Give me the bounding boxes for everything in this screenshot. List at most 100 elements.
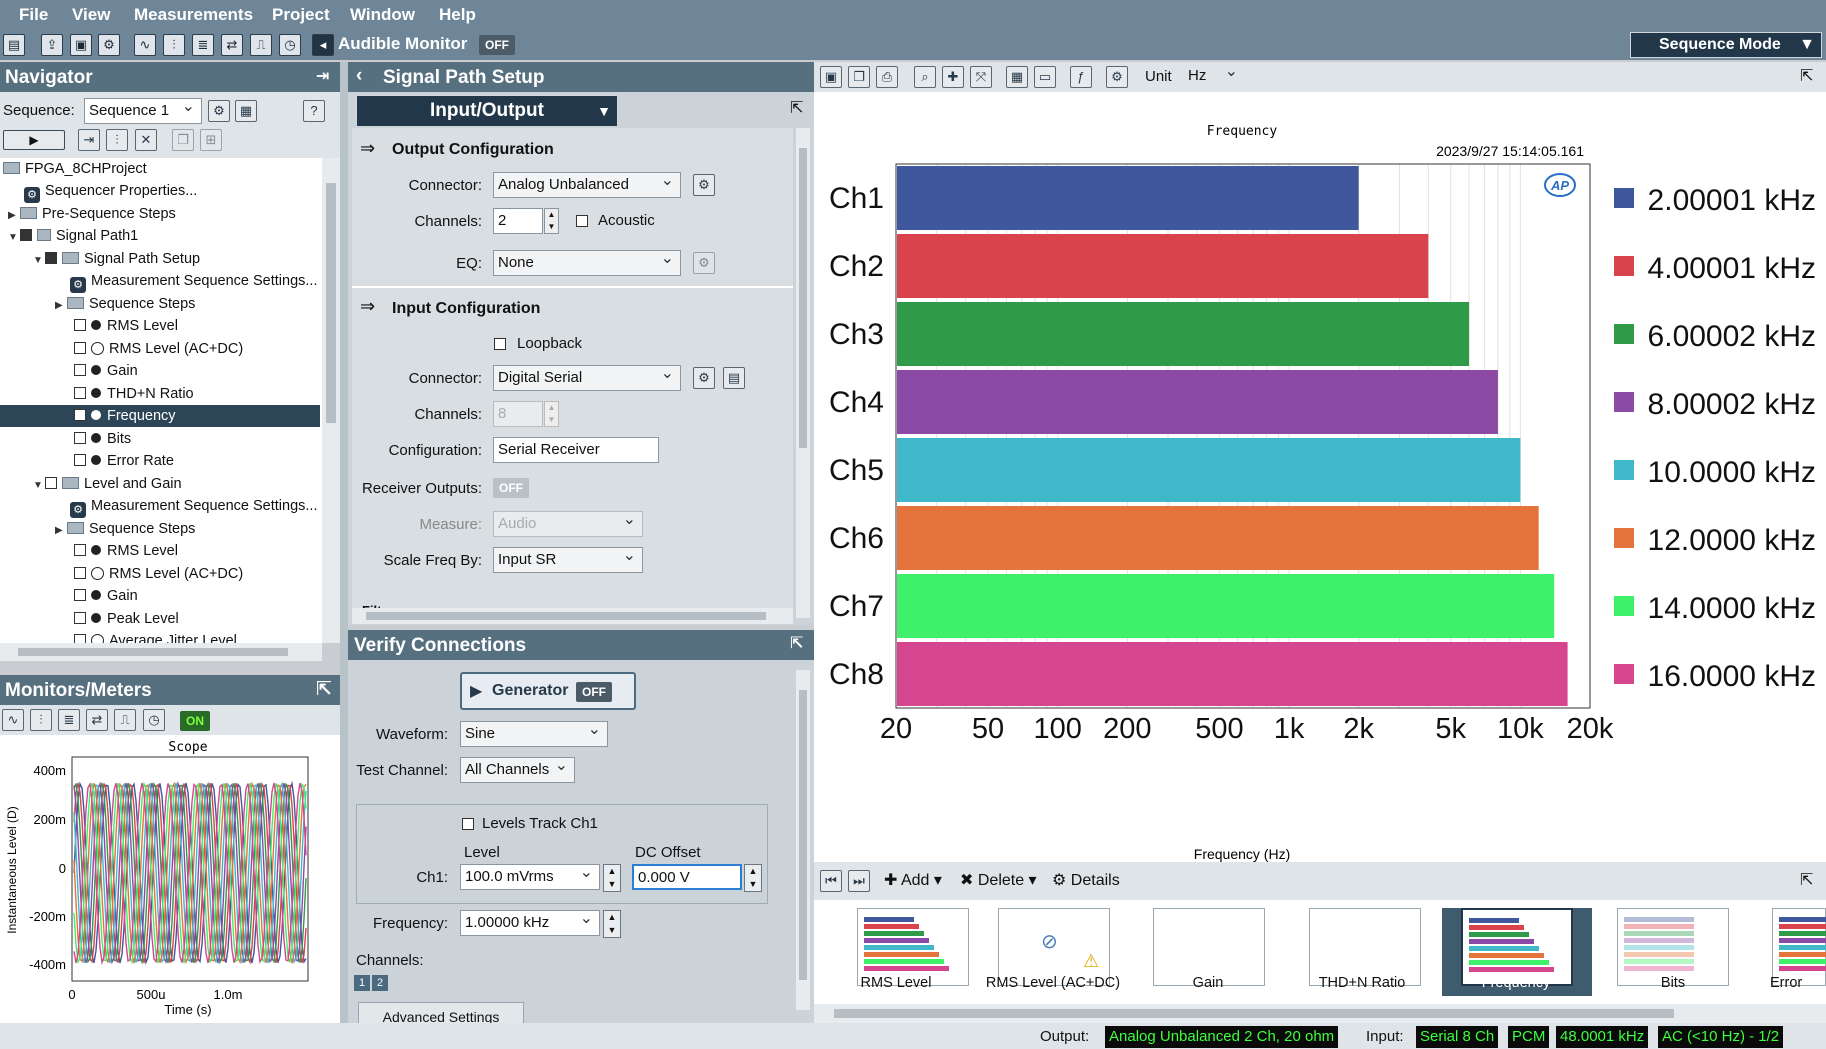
thumb-rms-level[interactable] bbox=[857, 908, 969, 986]
dc-offset-input[interactable]: 0.000 V bbox=[632, 864, 742, 890]
menu-help[interactable]: Help bbox=[439, 5, 476, 24]
tree-item-rms-level-2[interactable]: RMS Level bbox=[74, 540, 178, 562]
save-icon[interactable]: ▣ bbox=[70, 34, 92, 56]
pin-panel-icon[interactable]: ⇥ bbox=[316, 68, 330, 85]
bar-ch5[interactable] bbox=[897, 438, 1521, 502]
in-connector-select[interactable]: Digital Serial bbox=[493, 365, 681, 391]
dc-offset-stepper[interactable]: ▲ ▼ bbox=[744, 864, 762, 892]
tree-item-sequencer-properties[interactable]: ⚙ Sequencer Properties... bbox=[24, 180, 197, 203]
checkbox[interactable] bbox=[74, 319, 86, 331]
configuration-input[interactable]: Serial Receiver bbox=[493, 437, 659, 463]
out-channels-input[interactable]: 2 bbox=[493, 208, 543, 234]
thumbs-scrollbar[interactable] bbox=[814, 1004, 1826, 1023]
last-result-icon[interactable]: ⏭ bbox=[848, 870, 870, 892]
popout-icon[interactable]: ⇱ bbox=[1800, 68, 1814, 85]
tree-item-project[interactable]: FPGA_8CHProject bbox=[3, 158, 147, 180]
delete-result-button[interactable]: ✖ Delete ▾ bbox=[960, 872, 1037, 889]
collapse-arrow-icon[interactable]: ▼ bbox=[33, 255, 43, 266]
panel-splitter[interactable] bbox=[340, 62, 348, 1023]
tree-item-signal-path1[interactable]: ▼ Signal Path1 bbox=[8, 225, 138, 247]
menu-project[interactable]: Project bbox=[272, 5, 330, 24]
acoustic-checkbox[interactable] bbox=[576, 215, 588, 227]
clear-icon[interactable]: ✕ bbox=[135, 129, 157, 151]
level-input[interactable]: 100.0 mVrms bbox=[460, 864, 600, 890]
tree-item-peak-level[interactable]: Peak Level bbox=[74, 608, 179, 630]
open-file-icon[interactable]: ⇪ bbox=[41, 34, 63, 56]
checkbox[interactable] bbox=[74, 567, 86, 579]
checkbox[interactable] bbox=[74, 387, 86, 399]
tree-vertical-scrollbar[interactable] bbox=[322, 158, 340, 643]
frequency-stepper[interactable]: ▲ ▼ bbox=[603, 910, 621, 938]
paste-icon[interactable]: ⊞ bbox=[200, 129, 222, 151]
generator-button[interactable]: ▶ Generator OFF bbox=[460, 672, 636, 710]
bar-ch6[interactable] bbox=[897, 506, 1539, 570]
menu-window[interactable]: Window bbox=[350, 5, 415, 24]
checkbox[interactable] bbox=[74, 342, 86, 354]
thumb-bits[interactable] bbox=[1617, 908, 1729, 986]
step-icon[interactable]: ⇥ bbox=[78, 129, 100, 151]
channel-1-button[interactable]: 1 bbox=[354, 975, 370, 991]
advanced-settings-button[interactable]: Advanced Settings bbox=[358, 1002, 524, 1023]
waveform-select[interactable]: Sine bbox=[460, 721, 608, 747]
clock-icon[interactable]: ◷ bbox=[279, 34, 301, 56]
tree-item-pre-sequence[interactable]: ▶ Pre-Sequence Steps bbox=[8, 203, 176, 225]
menu-view[interactable]: View bbox=[72, 5, 111, 24]
frequency-input[interactable]: 1.00000 kHz bbox=[460, 910, 600, 936]
levels-track-checkbox[interactable] bbox=[462, 818, 474, 830]
sequence-properties-icon[interactable]: ▦ bbox=[235, 100, 257, 122]
graph-copy-icon[interactable]: ❐ bbox=[848, 66, 870, 88]
meters-icon[interactable]: ≣ bbox=[192, 34, 214, 56]
checkbox[interactable] bbox=[45, 477, 57, 489]
bar-ch1[interactable] bbox=[897, 166, 1359, 230]
sequence-settings-icon[interactable]: ⚙ bbox=[208, 100, 230, 122]
clock-icon[interactable]: ◷ bbox=[143, 709, 165, 731]
pulse-icon[interactable]: ⎍ bbox=[114, 709, 136, 731]
scope-icon[interactable]: ∿ bbox=[134, 34, 156, 56]
collapse-panel-icon[interactable]: ⇱ bbox=[1800, 872, 1814, 889]
channel-2-button[interactable]: 2 bbox=[372, 975, 388, 991]
thumb-gain[interactable] bbox=[1153, 908, 1265, 986]
tree-item-level-and-gain[interactable]: ▼ Level and Gain bbox=[33, 473, 182, 495]
collapse-panel-icon[interactable]: ⇱ bbox=[790, 635, 804, 652]
thumb-rms-acdc[interactable]: ⊘ ⚠ bbox=[998, 908, 1110, 986]
test-channel-select[interactable]: All Channels bbox=[460, 757, 575, 783]
sequence-select[interactable]: Sequence 1 bbox=[84, 98, 202, 124]
pulse-icon[interactable]: ⎍ bbox=[250, 34, 272, 56]
checkbox[interactable] bbox=[74, 364, 86, 376]
back-chevron-icon[interactable]: ‹ bbox=[356, 65, 363, 86]
bar-ch4[interactable] bbox=[897, 370, 1498, 434]
bar-ch2[interactable] bbox=[897, 234, 1429, 298]
tree-item-rms-level-acdc-2[interactable]: RMS Level (AC+DC) bbox=[74, 563, 243, 585]
in-channels-stepper[interactable]: ▲ ▼ bbox=[544, 401, 559, 427]
tree-item-rms-level[interactable]: RMS Level bbox=[74, 315, 178, 337]
pan-icon[interactable]: ✚ bbox=[942, 66, 964, 88]
tree-item-gain-2[interactable]: Gain bbox=[74, 585, 138, 607]
menu-file[interactable]: File bbox=[19, 5, 49, 24]
in-connector-info-icon[interactable]: ▤ bbox=[723, 367, 745, 389]
tree-item-rms-level-acdc[interactable]: RMS Level (AC+DC) bbox=[74, 338, 243, 360]
add-result-button[interactable]: ✚ Add ▾ bbox=[884, 872, 942, 889]
fft-icon[interactable]: ⫶ bbox=[30, 709, 52, 731]
collapse-arrow-icon[interactable]: ▼ bbox=[8, 232, 18, 243]
tree-item-thdn-ratio[interactable]: THD+N Ratio bbox=[74, 383, 194, 405]
popout-icon[interactable]: ⇱ bbox=[316, 679, 332, 700]
monitors-on-toggle[interactable]: ON bbox=[180, 711, 210, 731]
tree-item-measurement-settings-2[interactable]: ⚙ Measurement Sequence Settings... bbox=[70, 495, 318, 518]
copy-icon[interactable]: ❐ bbox=[172, 129, 194, 151]
thumb-error[interactable] bbox=[1772, 908, 1826, 986]
graph-settings-icon[interactable]: ⚙ bbox=[1106, 66, 1128, 88]
settings-gear-icon[interactable]: ⚙ bbox=[98, 34, 120, 56]
scale-freq-select[interactable]: Input SR bbox=[493, 547, 643, 573]
measure-select[interactable]: Audio bbox=[493, 511, 643, 537]
fit-icon[interactable]: ⤧ bbox=[970, 66, 992, 88]
meters-icon[interactable]: ≣ bbox=[58, 709, 80, 731]
thumb-thdn[interactable] bbox=[1309, 908, 1421, 986]
sequence-mode-dropdown[interactable]: Sequence Mode ▼ bbox=[1630, 32, 1822, 58]
io-select-dropdown[interactable]: Input/Output ▼ bbox=[356, 95, 618, 127]
popout-icon[interactable]: ⇱ bbox=[790, 100, 804, 117]
eq-select[interactable]: None bbox=[493, 250, 681, 276]
tree-item-sequence-steps[interactable]: ▶ Sequence Steps bbox=[55, 293, 195, 315]
expand-arrow-icon[interactable]: ▶ bbox=[8, 210, 16, 221]
out-channels-stepper[interactable]: ▲ ▼ bbox=[544, 208, 559, 234]
tree-item-bits[interactable]: Bits bbox=[74, 428, 131, 450]
